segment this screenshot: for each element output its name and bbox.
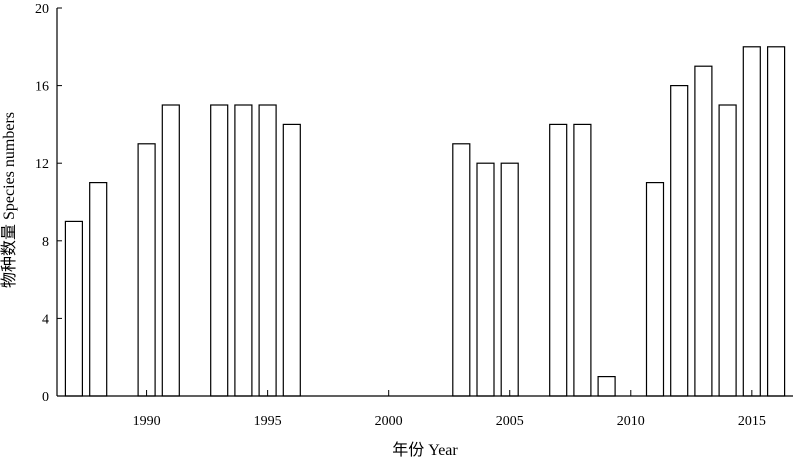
bar-2014: [718, 104, 737, 397]
bar-2015: [742, 46, 761, 397]
x-tick-label-2015: 2015: [738, 414, 766, 429]
bar-1993: [210, 104, 229, 397]
bar-1987: [64, 220, 84, 397]
y-tick-label-8: 8: [42, 235, 49, 250]
y-axis-title: 物种数量 Species numbers: [0, 112, 18, 288]
y-tick-label-12: 12: [35, 157, 49, 172]
bar-2003: [452, 143, 471, 397]
x-tick-label-2000: 2000: [375, 414, 403, 429]
bars-group: [64, 46, 786, 397]
bar-1990: [137, 143, 156, 397]
axes-group: [56, 8, 793, 397]
y-ticks-group: 0 4 8 12 16 20: [35, 2, 62, 405]
bar-1988: [89, 182, 108, 397]
bar-2005: [500, 162, 519, 397]
bar-1995: [258, 104, 277, 397]
x-axis-title: 年份 Year: [392, 441, 458, 457]
x-tick-label-1990: 1990: [133, 414, 161, 429]
x-tick-label-2005: 2005: [496, 414, 524, 429]
y-tick-label-16: 16: [35, 80, 49, 95]
bar-2011: [645, 182, 665, 397]
bar-2012: [670, 84, 689, 397]
y-tick-label-0: 0: [42, 390, 49, 405]
bar-1994: [234, 104, 253, 397]
bar-2004: [476, 162, 495, 397]
bar-1996: [282, 123, 301, 397]
bar-2008: [573, 123, 592, 397]
bar-2009: [597, 376, 616, 397]
x-tick-label-2010: 2010: [617, 414, 645, 429]
x-ticks-group: 1990 1995 2000 2005 2010 2015: [133, 390, 766, 429]
bar-2016: [766, 46, 786, 397]
bar-1991: [161, 104, 180, 397]
bar-2007: [549, 123, 568, 397]
y-tick-label-4: 4: [42, 312, 49, 327]
y-tick-label-20: 20: [35, 2, 49, 17]
bar-2013: [694, 65, 713, 397]
x-tick-label-1995: 1995: [254, 414, 282, 429]
